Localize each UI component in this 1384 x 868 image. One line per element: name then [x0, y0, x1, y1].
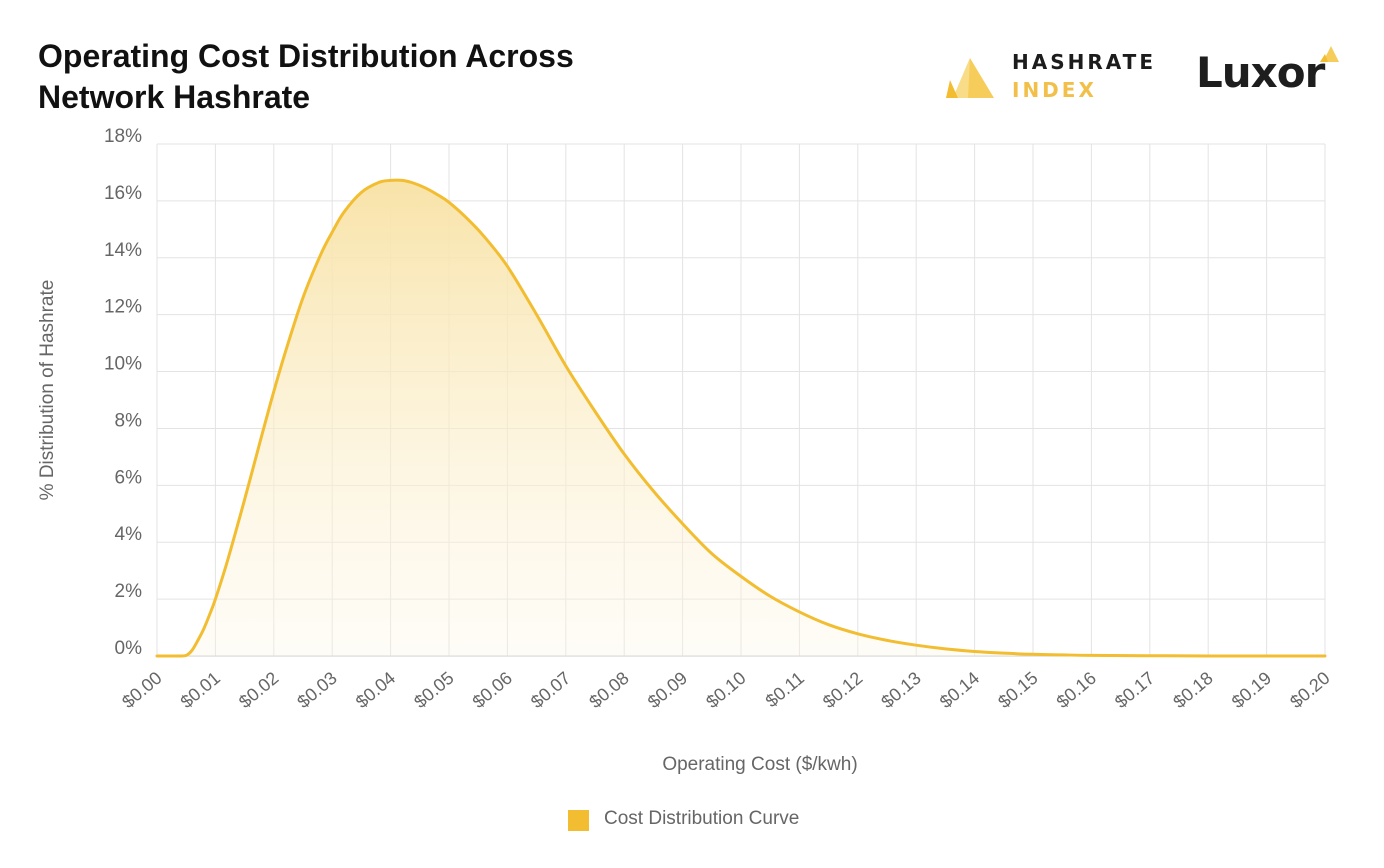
luxor-logo: Luxor: [1196, 44, 1346, 104]
x-tick-label: $0.00: [118, 668, 165, 712]
luxor-wordmark: Luxor: [1196, 48, 1325, 97]
chart-title: Operating Cost Distribution Across Netwo…: [38, 36, 678, 118]
hashrate-index-mark-icon: [946, 58, 994, 98]
x-tick-label: $0.06: [469, 668, 516, 712]
legend-swatch: [568, 810, 589, 831]
y-tick-label: 10%: [104, 354, 142, 375]
y-tick-label: 4%: [115, 524, 143, 545]
x-tick-label: $0.19: [1228, 668, 1275, 712]
x-tick-label: $0.01: [177, 668, 224, 712]
x-tick-label: $0.20: [1286, 668, 1333, 712]
series-area-fill: [157, 180, 1325, 656]
x-tick-label: $0.10: [702, 668, 749, 712]
y-tick-label: 12%: [104, 297, 142, 318]
y-tick-label: 18%: [104, 126, 142, 147]
x-tick-label: $0.09: [644, 668, 691, 712]
y-tick-label: 8%: [115, 410, 143, 431]
x-tick-label: $0.02: [235, 668, 282, 712]
x-tick-label: $0.03: [293, 668, 340, 712]
hashrate-index-word-hashrate: HASHRATE: [1012, 50, 1156, 74]
area-layer: [155, 178, 1327, 658]
x-tick-label: $0.13: [877, 668, 924, 712]
hashrate-index-logo: HASHRATE INDEX: [946, 48, 1156, 104]
y-tick-label: 2%: [115, 581, 143, 602]
x-tick-label: $0.14: [936, 668, 983, 712]
x-tick-label: $0.17: [1111, 668, 1158, 712]
y-tick-label: 0%: [115, 638, 143, 659]
x-tick-label: $0.04: [352, 668, 399, 712]
x-tick-label: $0.11: [762, 668, 808, 711]
x-tick-label: $0.08: [585, 668, 632, 712]
y-tick-label: 16%: [104, 183, 142, 204]
legend-label: Cost Distribution Curve: [604, 808, 800, 829]
series-line: [155, 178, 1327, 658]
x-tick-label: $0.05: [410, 668, 457, 712]
y-tick-label: 6%: [115, 467, 143, 488]
y-tick-label: 14%: [104, 240, 142, 261]
y-axis-title-text: % Distribution of Hashrate: [37, 279, 58, 501]
x-tick-label: $0.12: [819, 668, 866, 712]
x-tick-label: $0.16: [1053, 668, 1100, 712]
chart-title-line-1: Operating Cost Distribution Across: [38, 38, 574, 74]
chart-title-line-2: Network Hashrate: [38, 79, 311, 115]
x-axis-title: Operating Cost ($/kwh): [662, 754, 858, 775]
hashrate-index-word-index: INDEX: [1012, 78, 1097, 102]
luxor-mark-icon: [1320, 46, 1339, 62]
x-tick-label: $0.15: [994, 668, 1041, 712]
x-tick-label: $0.07: [527, 668, 574, 712]
x-tick-label: $0.18: [1169, 668, 1216, 712]
